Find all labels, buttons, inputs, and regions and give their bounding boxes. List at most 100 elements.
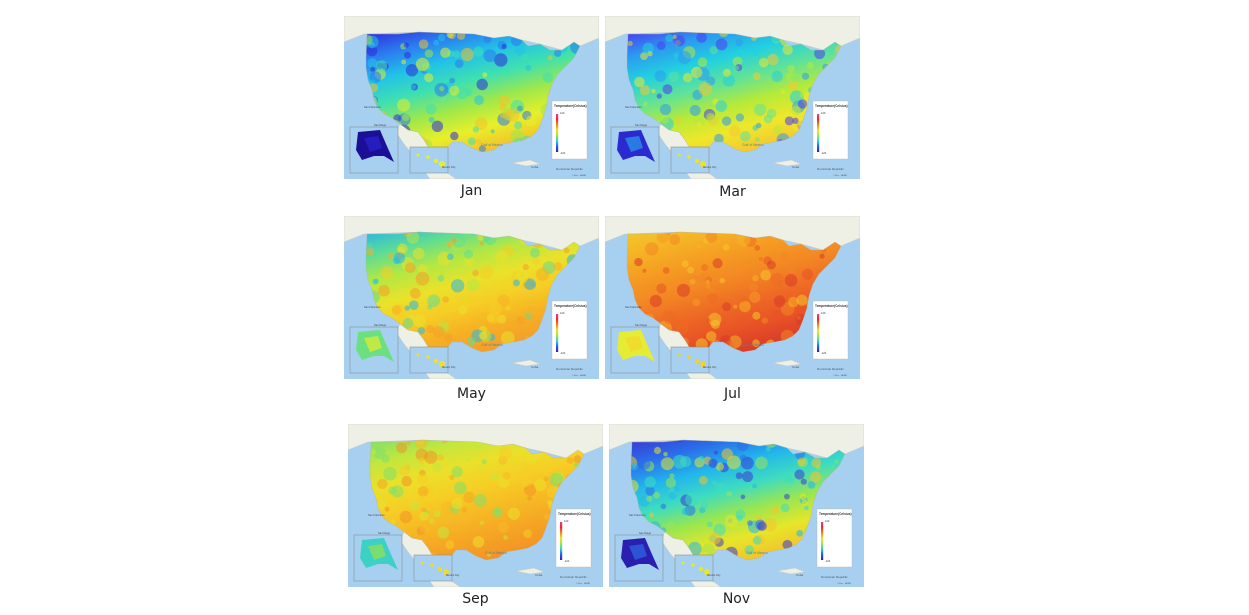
hawaii-island <box>443 569 449 575</box>
legend-color-bar <box>560 522 563 560</box>
temperature-legend: Temperature(Celsius) 120 -120 <box>551 100 588 160</box>
legend-max: 120 <box>560 311 565 315</box>
caption-jan: Jan <box>460 183 483 199</box>
usa-outline <box>365 31 581 159</box>
legend-max: 120 <box>560 111 565 115</box>
map-label-gulf: Gulf of Mexico <box>742 143 764 147</box>
temperature-legend: Temperature(Celsius) 120 -120 <box>812 300 849 360</box>
map-label-city_sd: San Diego <box>374 123 387 127</box>
canada-land <box>605 16 860 51</box>
legend-color-bar <box>821 522 824 560</box>
map-panel-jul: Gulf of Mexico Cuba Dominican Republic San … <box>605 216 860 379</box>
hawaii-island <box>433 358 439 364</box>
map-label-city_mx: Mexico City <box>703 165 717 169</box>
map-label-city_mx: Mexico City <box>442 165 456 169</box>
map-label-attribution: © Esri · HERE <box>576 582 591 585</box>
map-label-cuba: Cuba <box>796 573 804 577</box>
map-label-dr: Dominican Republic <box>817 167 844 171</box>
map-panel-may: Gulf of Mexico Cuba Dominican Republic San … <box>344 216 599 379</box>
hawaii-island <box>700 161 706 167</box>
map-label-gulf: Gulf of Mexico <box>485 551 507 555</box>
caption-nov: Nov <box>722 591 751 607</box>
map-label-gulf: Gulf of Mexico <box>746 551 768 555</box>
map-label-city_sf: San Francisco <box>364 105 381 109</box>
cuba-land <box>772 359 802 367</box>
hawaii-inset <box>674 554 714 582</box>
map-label-cuba: Cuba <box>792 365 800 369</box>
legend-min: -120 <box>821 351 827 355</box>
map-label-attribution: © Esri · HERE <box>572 374 587 377</box>
map-label-dr: Dominican Republic <box>817 367 844 371</box>
hawaii-island <box>691 563 695 567</box>
map-label-cuba: Cuba <box>531 165 539 169</box>
hawaii-inset <box>409 346 449 374</box>
map-label-dr: Dominican Republic <box>821 575 848 579</box>
caption-may: May <box>457 386 486 402</box>
map-panel-sep: Gulf of Mexico Cuba Dominican Republic San … <box>348 424 603 587</box>
legend-max: 120 <box>821 111 826 115</box>
usa-outline <box>626 231 842 359</box>
cuba-land <box>515 567 545 575</box>
caption-jul: Jul <box>724 386 741 402</box>
map-label-city_sd: San Diego <box>374 323 387 327</box>
map-panel-mar: Gulf of Mexico Cuba Dominican Republic San … <box>605 16 860 179</box>
map-label-cuba: Cuba <box>535 573 543 577</box>
hawaii-island <box>433 158 439 164</box>
hawaii-island <box>694 158 700 164</box>
hawaii-inset <box>670 346 710 374</box>
map-label-city_sf: San Francisco <box>364 305 381 309</box>
canada-land <box>609 424 864 459</box>
hawaii-inset <box>413 554 453 582</box>
map-panel-jan: Gulf of Mexico Cuba Dominican Republic San … <box>344 16 599 179</box>
legend-min: -120 <box>560 151 566 155</box>
cuba-land <box>772 159 802 167</box>
map-label-attribution: © Esri · HERE <box>833 174 848 177</box>
usa-outline <box>626 31 842 159</box>
hawaii-island <box>439 161 445 167</box>
legend-title: Temperature(Celsius) <box>815 104 848 108</box>
map-label-city_sf: San Francisco <box>368 513 385 517</box>
cuba-land <box>511 159 541 167</box>
map-label-city_sf: San Francisco <box>629 513 646 517</box>
legend-min: -120 <box>825 559 831 563</box>
hawaii-island <box>694 358 700 364</box>
temperature-legend: Temperature(Celsius) 120 -120 <box>555 508 592 568</box>
map-panel-nov: Gulf of Mexico Cuba Dominican Republic San … <box>609 424 864 587</box>
map-label-cuba: Cuba <box>792 165 800 169</box>
hawaii-island <box>677 353 681 357</box>
hawaii-island <box>416 353 420 357</box>
legend-color-bar <box>556 114 559 152</box>
caption-sep: Sep <box>462 591 489 607</box>
hawaii-island <box>677 153 681 157</box>
hawaii-island <box>416 153 420 157</box>
canada-land <box>344 16 599 51</box>
hawaii-island <box>681 561 685 565</box>
caption-mar: Mar <box>719 184 746 200</box>
map-label-city_sd: San Diego <box>639 531 652 535</box>
map-label-city_sf: San Francisco <box>625 305 642 309</box>
alaska-inset <box>614 534 664 582</box>
map-label-city_sf: San Francisco <box>625 105 642 109</box>
map-label-gulf: Gulf of Mexico <box>742 343 764 347</box>
canada-land <box>605 216 860 251</box>
alaska-inset <box>610 326 660 374</box>
hawaii-island <box>437 566 443 572</box>
hawaii-island <box>687 155 691 159</box>
legend-max: 120 <box>821 311 826 315</box>
usa-temperature-field <box>631 440 845 566</box>
temperature-legend: Temperature(Celsius) 120 -120 <box>816 508 853 568</box>
hawaii-island <box>426 355 430 359</box>
legend-color-bar <box>817 114 820 152</box>
usa-outline <box>630 439 846 567</box>
map-label-gulf: Gulf of Mexico <box>481 143 503 147</box>
map-label-dr: Dominican Republic <box>556 367 583 371</box>
map-label-cuba: Cuba <box>531 365 539 369</box>
map-label-city_sd: San Diego <box>635 323 648 327</box>
map-label-dr: Dominican Republic <box>556 167 583 171</box>
hawaii-island <box>698 566 704 572</box>
legend-title: Temperature(Celsius) <box>815 304 848 308</box>
usa-outline <box>369 439 585 567</box>
map-jan: Gulf of Mexico Cuba Dominican Republic San … <box>344 16 599 179</box>
legend-min: -120 <box>564 559 570 563</box>
map-label-city_mx: Mexico City <box>703 365 717 369</box>
